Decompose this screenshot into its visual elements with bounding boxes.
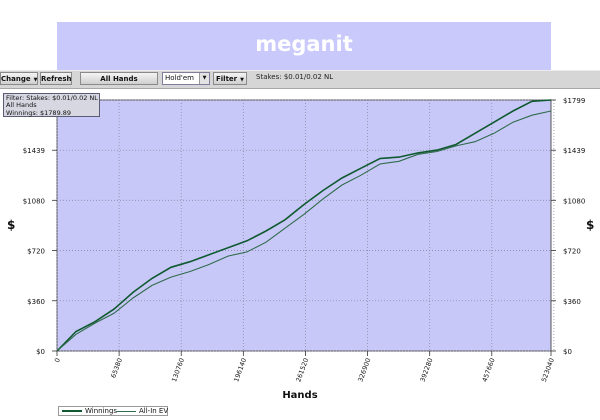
overlay-banner: meganit — [57, 22, 551, 70]
y-axis-title-right: $ — [586, 218, 595, 232]
y-tick-label-right: $0 — [563, 348, 572, 356]
all-hands-button[interactable]: All Hands — [80, 72, 158, 85]
series-group — [56, 99, 552, 352]
x-tick-label: 457660 — [481, 357, 497, 383]
overlay-title: meganit — [255, 32, 353, 56]
chevron-down-icon: ▼ — [199, 73, 209, 84]
legend-label-allin-ev: All-In EV — [139, 407, 169, 415]
series-line-allin-ev — [56, 110, 552, 352]
game-type-select[interactable]: Hold'em ▼ — [162, 72, 210, 85]
toolbar: Change ▼ Refresh All Hands Hold'em ▼ Filt… — [0, 70, 600, 89]
chevron-down-icon: ▼ — [33, 77, 38, 83]
y-tick-label-left: $1080 — [23, 197, 45, 205]
plot-area — [56, 99, 552, 352]
y-axis-title-left: $ — [7, 218, 16, 232]
game-type-value: Hold'em — [165, 74, 194, 82]
y-tick-label-left: $360 — [27, 298, 45, 306]
x-axis-title: Hands — [282, 390, 318, 401]
y-tick-label-right: $360 — [563, 298, 581, 306]
change-button-label: Change — [1, 75, 31, 83]
legend-frame — [58, 406, 168, 416]
legend-item-winnings: Winnings — [62, 405, 117, 417]
change-button[interactable]: Change ▼ — [0, 72, 38, 85]
legend-item-allin-ev: All-In EV — [116, 405, 168, 417]
legend-swatch-allin-ev — [116, 410, 136, 412]
x-tick-label: 65380 — [109, 357, 124, 379]
x-tick-label: 261520 — [294, 357, 310, 383]
y-tick-label-right: $1799 — [563, 97, 585, 105]
filter-button-label: Filter — [216, 75, 238, 83]
series-line-winnings — [56, 99, 552, 352]
info-hands-line: All Hands — [6, 101, 37, 110]
info-winnings-line: Winnings: $1789.89 — [6, 108, 72, 117]
grid — [56, 99, 555, 352]
stakes-text: Stakes: $0.01/0.02 NL — [256, 73, 334, 81]
x-tick-label: 523040 — [540, 357, 556, 383]
x-tick-label: 0 — [53, 357, 62, 364]
legend-swatch-winnings — [62, 410, 82, 412]
x-tick-label: 196140 — [232, 357, 248, 383]
y-tick-label-right: $1439 — [563, 147, 585, 155]
y-tick-label-left: $0 — [36, 348, 45, 356]
info-box: Filter: Stakes: $0.01/0.02 NL All Hands … — [3, 93, 100, 117]
y-tick-label-left: $1439 — [23, 147, 45, 155]
x-tick-label: 130760 — [170, 357, 186, 383]
y-tick-label-right: $720 — [563, 248, 581, 256]
y-tick-label-right: $1080 — [563, 197, 585, 205]
info-filter-line: Filter: Stakes: $0.01/0.02 NL — [6, 94, 98, 102]
x-tick-label: 392280 — [419, 357, 435, 383]
refresh-button[interactable]: Refresh — [40, 72, 72, 85]
filter-button[interactable]: Filter ▼ — [213, 72, 247, 85]
x-tick-label: 326900 — [356, 357, 372, 383]
y-tick-label-left: $720 — [27, 248, 45, 256]
chevron-down-icon: ▼ — [240, 77, 244, 83]
legend-label-winnings: Winnings — [85, 407, 118, 415]
